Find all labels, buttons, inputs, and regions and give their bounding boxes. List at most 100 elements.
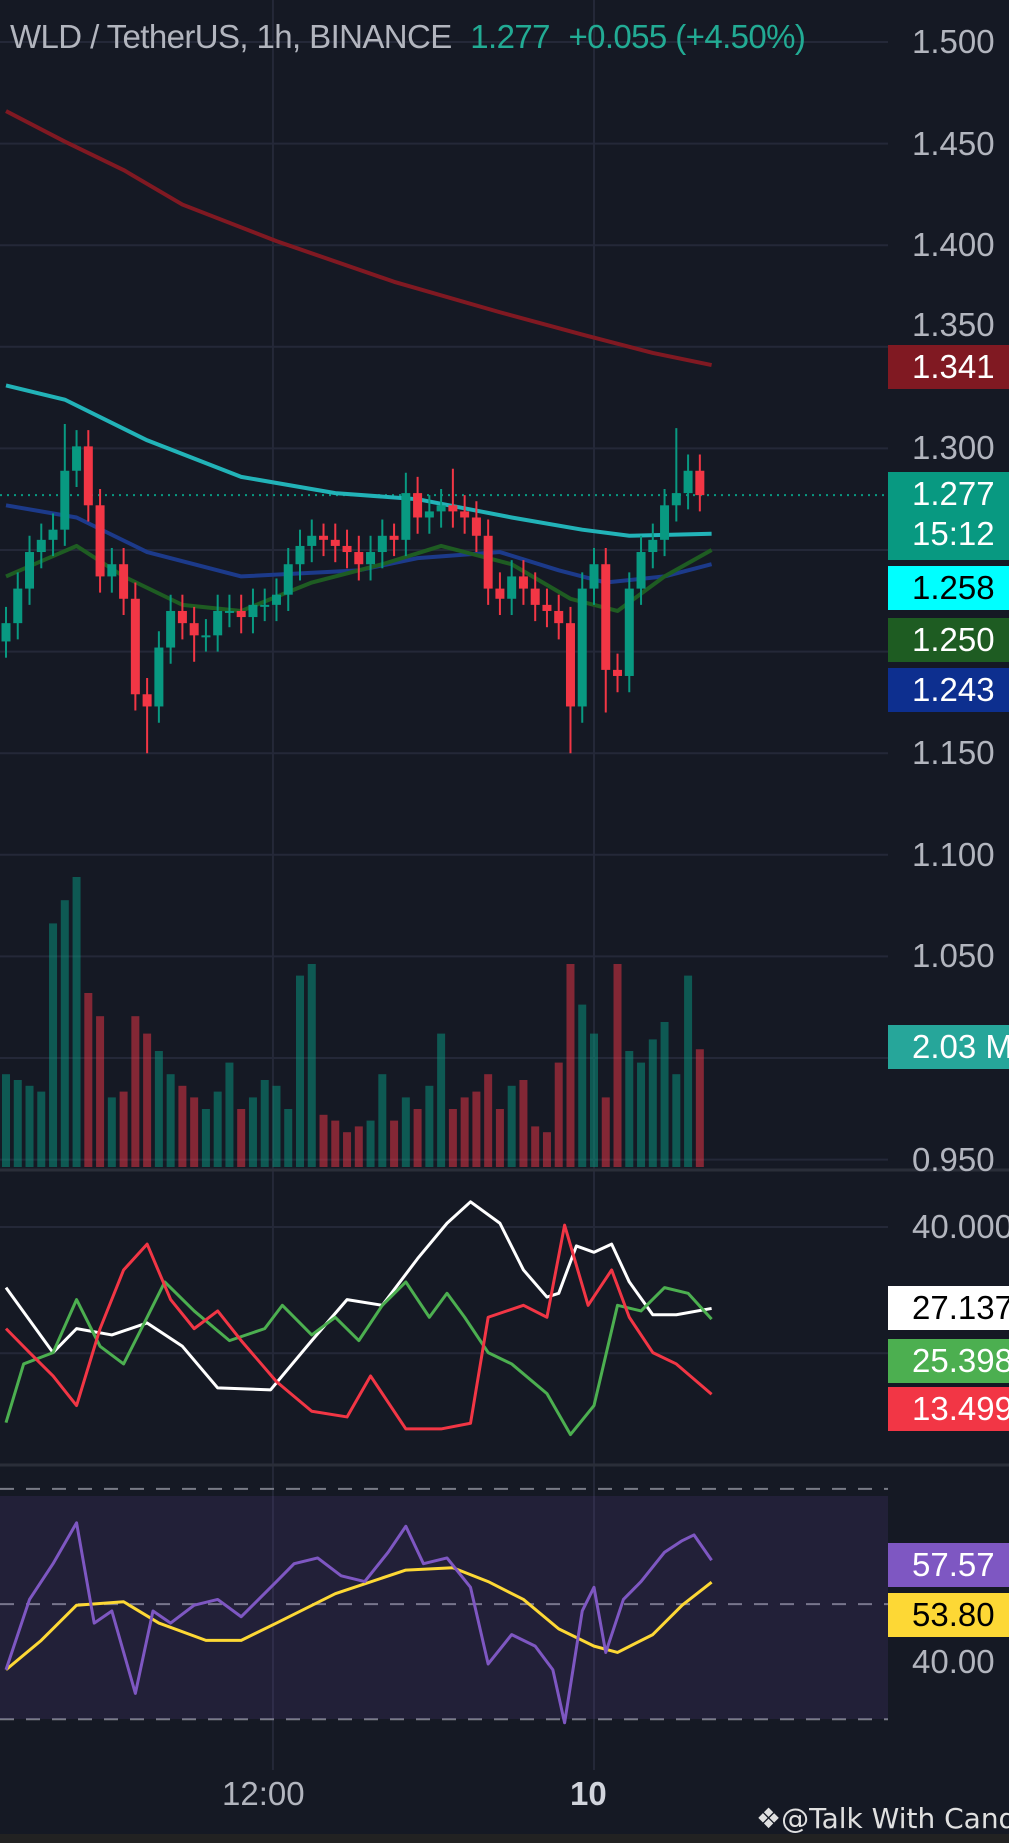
- volume-bar: [648, 1039, 657, 1167]
- volume-bar: [225, 1062, 234, 1167]
- candle-body: [507, 576, 517, 599]
- price-tag-value: 1.258: [912, 569, 995, 606]
- candle-body: [624, 588, 634, 676]
- price-tag-value: 1.250: [912, 621, 995, 658]
- volume-bar: [531, 1126, 540, 1167]
- volume-tag-value: 2.03 M: [912, 1028, 1009, 1065]
- candle-body: [683, 470, 693, 494]
- volume-bar: [519, 1080, 528, 1167]
- volume-bar: [484, 1074, 493, 1167]
- volume-bar: [660, 1022, 669, 1167]
- binance-logo-icon: ❖: [756, 1802, 782, 1835]
- candle-body: [671, 493, 681, 506]
- candle-body: [413, 493, 423, 518]
- volume-bar: [260, 1080, 269, 1167]
- price-change: +0.055 (+4.50%): [568, 18, 806, 55]
- volume-bar: [425, 1085, 434, 1167]
- volume-bar: [601, 1097, 610, 1167]
- candle-body: [377, 535, 387, 553]
- candle-body: [366, 552, 376, 565]
- volume-bar: [248, 1097, 257, 1167]
- volume-bar: [578, 1004, 587, 1167]
- volume-bar: [343, 1132, 352, 1167]
- candle-body: [307, 535, 317, 546]
- volume-bar: [695, 1049, 704, 1167]
- volume-bar: [49, 923, 58, 1167]
- price-axis-label: 1.100: [912, 835, 995, 873]
- price-tag-value: 1.277: [912, 475, 995, 512]
- dmi-tag: 27.137: [888, 1286, 1009, 1330]
- price-axis-label: 0.950: [912, 1140, 995, 1178]
- volume-bar: [684, 975, 693, 1167]
- volume-bar: [331, 1120, 340, 1167]
- symbol-header[interactable]: WLD / TetherUS, 1h, BINANCE 1.277 +0.055…: [10, 18, 805, 56]
- volume-bar: [613, 964, 622, 1167]
- volume-bar: [107, 1097, 116, 1167]
- bar-countdown: 15:12: [912, 515, 995, 552]
- volume-bar: [625, 1051, 634, 1167]
- candle-body: [177, 610, 187, 624]
- candle-body: [589, 564, 599, 589]
- candle-body: [460, 511, 470, 518]
- candle-body: [319, 535, 329, 540]
- candle-body: [236, 610, 246, 618]
- volume-bar: [354, 1126, 363, 1167]
- price-tag-value: 1.243: [912, 671, 995, 708]
- volume-bar: [378, 1074, 387, 1167]
- volume-bar: [2, 1074, 10, 1167]
- moving-average-line: [5, 383, 712, 538]
- volume-bar: [319, 1114, 328, 1167]
- symbol-title: WLD / TetherUS, 1h, BINANCE: [10, 18, 452, 55]
- candle-body: [83, 446, 93, 506]
- candle-body: [448, 505, 458, 512]
- price-axis-label: 1.050: [912, 937, 995, 975]
- candle-body: [260, 604, 270, 607]
- candle-body: [13, 588, 23, 624]
- volume-bar: [143, 1033, 152, 1167]
- volume-bar: [590, 1033, 598, 1167]
- volume-bar: [390, 1120, 399, 1167]
- last-price: 1.277: [470, 18, 550, 55]
- volume-bar: [507, 1085, 516, 1167]
- candle-body: [130, 598, 140, 695]
- volume-bar: [213, 1091, 222, 1167]
- dmi-lines: [4, 1200, 713, 1437]
- volume-bar: [437, 1033, 446, 1167]
- candle-body: [601, 564, 611, 670]
- candle-body: [636, 552, 646, 589]
- volume-bar: [201, 1109, 210, 1167]
- candle-body: [271, 594, 281, 605]
- candle-body: [342, 545, 352, 553]
- volume-bar: [84, 993, 93, 1167]
- candle-body: [424, 511, 434, 518]
- price-tag: 1.243: [888, 668, 1009, 712]
- price-tag: 1.341: [888, 345, 1009, 389]
- candle-body: [224, 610, 234, 613]
- candle-body: [95, 505, 105, 577]
- candle-body: [471, 517, 481, 536]
- candle-body: [25, 552, 35, 589]
- candle-body: [518, 576, 528, 589]
- candle-body: [36, 539, 46, 553]
- rsi-axis-label: 40.00: [912, 1642, 995, 1680]
- moving-average-line: [5, 109, 713, 368]
- candle-body: [330, 539, 340, 546]
- price-axis-label: 1.400: [912, 226, 995, 264]
- volume-bars: [2, 877, 704, 1167]
- price-axis-label: 1.300: [912, 429, 995, 467]
- price-tag-value: 1.341: [912, 348, 995, 385]
- dmi-axis-label: 40.000: [912, 1208, 1009, 1246]
- volume-bar: [60, 900, 69, 1167]
- price-tag: 1.250: [888, 618, 1009, 662]
- candle-body: [495, 588, 505, 599]
- candle-body: [436, 505, 446, 512]
- watermark-text: @Talk With Candle: [781, 1802, 1009, 1835]
- candle-body: [213, 610, 223, 636]
- price-axis-label: 1.450: [912, 124, 995, 162]
- volume-bar: [566, 964, 575, 1167]
- rsi-tag-value: 57.57: [912, 1546, 995, 1583]
- volume-bar: [154, 1051, 163, 1167]
- volume-bar: [178, 1085, 187, 1167]
- candle-body: [60, 470, 70, 530]
